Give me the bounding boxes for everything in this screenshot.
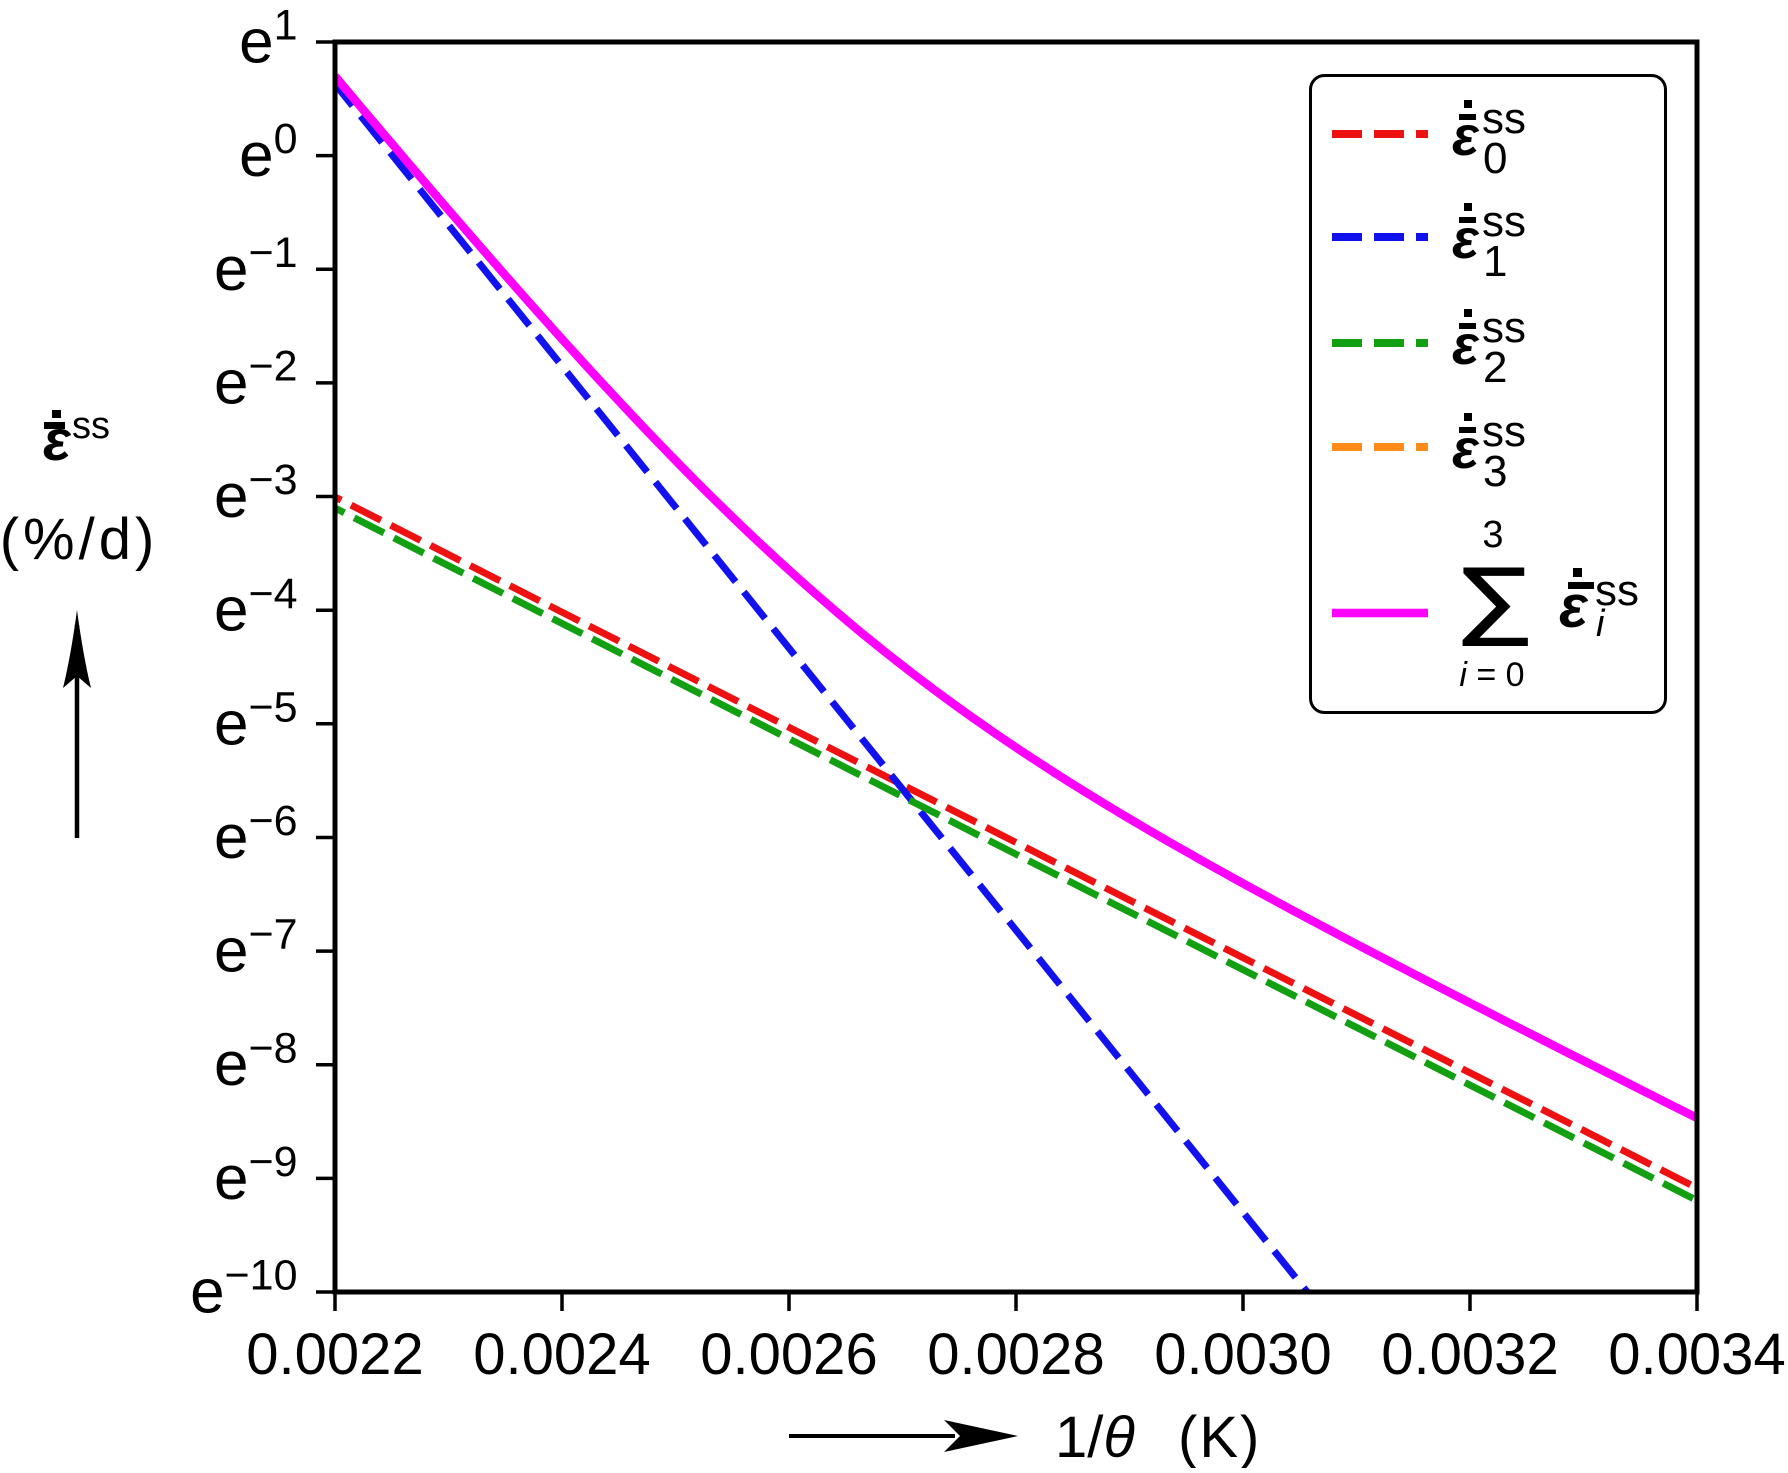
- svg-text:1/θ: 1/θ: [1055, 1405, 1135, 1468]
- svg-text:ss: ss: [1482, 407, 1526, 456]
- svg-text:i = 0: i = 0: [1459, 656, 1524, 694]
- svg-text:0.0034: 0.0034: [1608, 1322, 1785, 1387]
- svg-text:ss: ss: [1482, 303, 1526, 352]
- svg-text:0: 0: [1483, 134, 1507, 183]
- svg-text:ε: ε: [1452, 104, 1480, 167]
- svg-text:ε: ε: [43, 408, 72, 473]
- svg-text:0.0028: 0.0028: [927, 1322, 1104, 1387]
- svg-text:ε: ε: [1452, 313, 1480, 376]
- svg-text:3: 3: [1483, 447, 1507, 496]
- svg-text:(K): (K): [1178, 1405, 1261, 1468]
- svg-text:2: 2: [1483, 343, 1507, 392]
- svg-text:ε: ε: [1452, 207, 1480, 270]
- svg-text:0.0026: 0.0026: [700, 1322, 877, 1387]
- svg-text:∑: ∑: [1456, 551, 1534, 646]
- svg-text:0.0022: 0.0022: [246, 1322, 423, 1387]
- svg-text:i: i: [1596, 603, 1606, 645]
- svg-text:1: 1: [1483, 237, 1507, 286]
- svg-text:3: 3: [1482, 514, 1503, 556]
- svg-text:ss: ss: [72, 405, 110, 447]
- svg-text:0.0030: 0.0030: [1154, 1322, 1331, 1387]
- svg-text:ss: ss: [1482, 197, 1526, 246]
- svg-text:ss: ss: [1482, 94, 1526, 143]
- svg-text:(%/d): (%/d): [0, 507, 158, 572]
- svg-text:ss: ss: [1595, 566, 1639, 615]
- svg-text:0.0024: 0.0024: [473, 1322, 650, 1387]
- svg-text:0.0032: 0.0032: [1381, 1322, 1558, 1387]
- svg-text:ε: ε: [1452, 417, 1480, 480]
